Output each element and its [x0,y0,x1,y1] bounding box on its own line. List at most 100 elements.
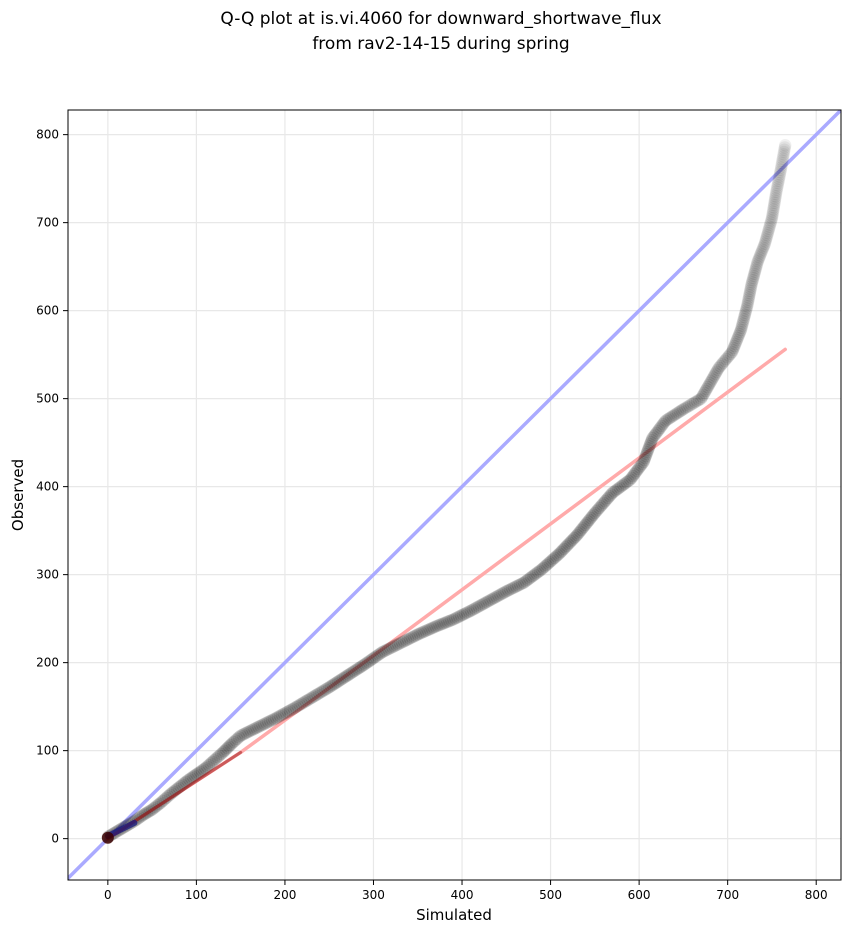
quantile-point [587,508,600,521]
quantile-point [358,658,371,671]
quantile-point [269,711,283,725]
quantile-point [655,419,668,433]
quantile-point [659,414,672,427]
quantile-point [732,329,745,343]
origin-point [101,831,114,844]
quantile-point [216,746,230,759]
quantile-point [722,349,736,362]
quantile-point [634,459,648,472]
quantile-point [331,675,345,688]
quantile-point [743,289,756,302]
quantile-point [533,564,547,577]
quantile-point [730,333,744,347]
quantile-point [650,426,663,440]
quantile-point [335,673,348,686]
quantile-point [160,791,173,805]
quantile-point [346,666,359,679]
quantile-point [446,613,460,626]
quantile-point [666,409,679,423]
x-tick-label: 700 [716,888,739,902]
quantile-point [545,554,558,567]
quantile-point [242,725,255,738]
quantile-point [354,660,368,673]
quantile-point [598,495,612,508]
quantile-point [739,306,752,319]
quantile-point [317,684,330,697]
quantile-point [728,339,741,353]
quantile-point [632,462,645,476]
quantile-point [429,620,442,633]
quantile-point [580,516,593,530]
quantile-point [745,275,759,289]
quantile-point [579,518,592,532]
quantile-point [733,325,747,339]
quantile-point [277,707,291,720]
quantile-point [456,608,470,621]
quantile-point [756,243,769,256]
quantile-point [768,196,781,210]
quantile-point [645,434,658,447]
quantile-point [415,626,428,639]
quantile-point [468,602,482,615]
quantile-point [419,624,432,638]
quantile-point [554,545,568,559]
quantile-point [263,714,277,728]
quantile-point [754,247,768,260]
quantile-point [528,568,541,581]
quantile-point [407,630,421,643]
quantile-point [741,297,754,311]
quantile-point [736,317,749,330]
quantile-point [559,541,572,554]
quantile-point [267,712,281,726]
quantile-point [285,703,299,716]
quantile-point [575,523,588,537]
quantile-point [741,295,755,309]
quantile-point [744,282,757,295]
quantile-point [769,192,782,205]
quantile-point [766,207,779,221]
quantile-point [213,749,226,762]
quantile-point [656,417,670,431]
quantile-point [349,663,362,677]
x-tick-label: 0 [104,888,112,902]
plot-frame [67,109,842,881]
quantile-point [601,491,615,505]
quantile-point [663,412,676,425]
y-axis-label: Observed [9,459,27,531]
quantile-point [502,584,515,597]
quantile-point [423,623,436,636]
quantile-point [593,501,606,515]
quantile-point [721,351,734,364]
quantile-point [699,384,712,398]
quantile-point [644,436,658,449]
y-tick-label: 200 [36,656,59,670]
quantile-point [515,577,529,590]
quantile-point [265,713,279,727]
quantile-point [519,575,532,588]
quantile-point [305,691,318,705]
quantile-point [221,741,234,755]
quantile-point [460,606,474,619]
quantile-point [347,665,361,678]
quantile-point [642,441,655,455]
quantile-point [594,500,607,513]
quantile-point [638,451,652,465]
y-tick-label: 300 [36,568,59,582]
quantile-point [445,614,458,627]
quantile-point [683,399,696,412]
quantile-point [411,628,424,641]
quantile-point [470,601,483,614]
series-layer [68,110,841,880]
quantile-point [472,600,485,613]
quantile-point [776,152,790,165]
quantile-point [480,595,493,609]
quantile-point [709,367,722,380]
quantile-point [572,527,585,540]
quantile-point [726,343,740,357]
quantile-point [464,604,478,617]
quantile-point [506,582,519,595]
quantile-point [195,764,208,777]
quantile-point [759,233,773,246]
quantile-point [668,408,681,422]
quantile-point [378,644,391,658]
